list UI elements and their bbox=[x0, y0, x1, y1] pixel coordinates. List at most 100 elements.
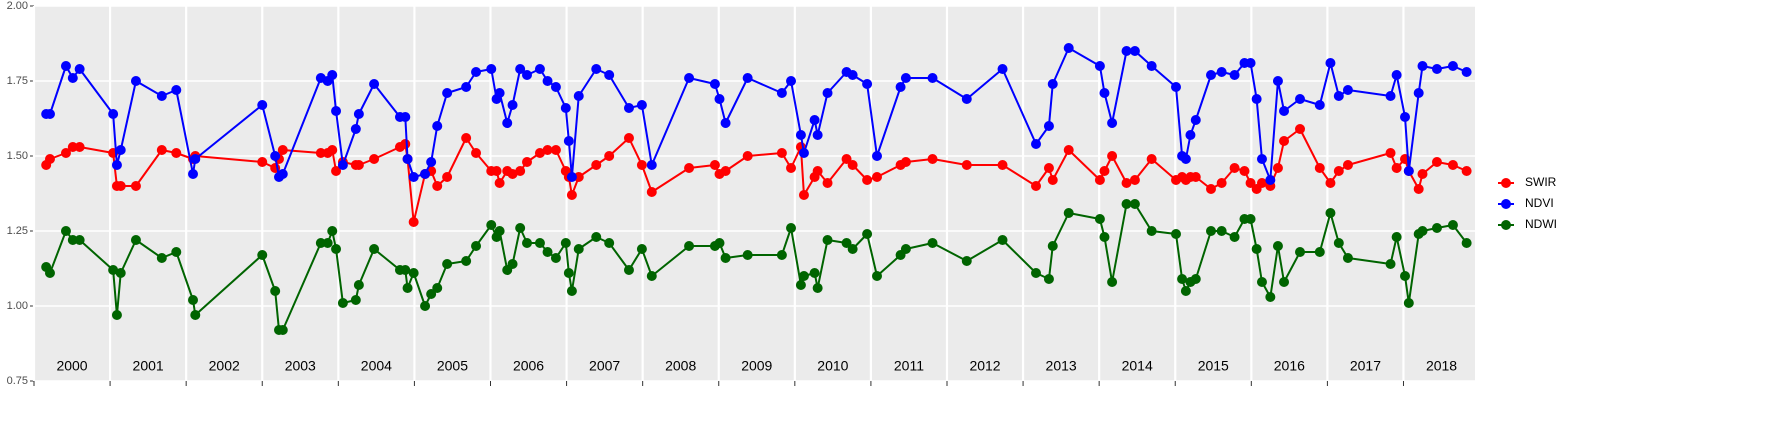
y-tick-label: 2.00 bbox=[7, 0, 28, 12]
x-tick-label: 2001 bbox=[133, 358, 164, 374]
data-point bbox=[1205, 184, 1216, 194]
data-point bbox=[1461, 238, 1472, 248]
x-tick-label: 2004 bbox=[361, 358, 392, 374]
data-point bbox=[44, 154, 55, 164]
data-point bbox=[442, 88, 453, 98]
legend-key-point bbox=[1501, 178, 1511, 188]
data-point bbox=[1216, 67, 1227, 77]
data-point bbox=[1256, 277, 1267, 287]
data-point bbox=[108, 109, 119, 119]
data-point bbox=[400, 139, 411, 149]
data-point bbox=[591, 232, 602, 242]
data-point bbox=[961, 94, 972, 104]
data-point bbox=[1325, 58, 1336, 68]
data-point bbox=[74, 235, 85, 245]
data-point bbox=[1043, 274, 1054, 284]
data-point bbox=[623, 133, 634, 143]
y-tick-label: 0.75 bbox=[7, 375, 28, 387]
data-point bbox=[111, 160, 122, 170]
data-point bbox=[1295, 124, 1306, 134]
data-point bbox=[156, 91, 167, 101]
x-tick-label: 2002 bbox=[209, 358, 240, 374]
data-point bbox=[1447, 220, 1458, 230]
data-point bbox=[442, 259, 453, 269]
data-point bbox=[115, 268, 126, 278]
data-point bbox=[1094, 175, 1105, 185]
data-point bbox=[1245, 214, 1256, 224]
data-point bbox=[927, 238, 938, 248]
data-point bbox=[1413, 184, 1424, 194]
data-point bbox=[494, 178, 505, 188]
data-point bbox=[720, 166, 731, 176]
data-point bbox=[1043, 121, 1054, 131]
data-point bbox=[1314, 163, 1325, 173]
data-point bbox=[573, 172, 584, 182]
data-point bbox=[862, 79, 873, 89]
data-point bbox=[623, 103, 634, 113]
data-point bbox=[67, 73, 78, 83]
data-point bbox=[115, 181, 126, 191]
data-point bbox=[847, 244, 858, 254]
data-point bbox=[270, 286, 281, 296]
data-point bbox=[550, 253, 561, 263]
data-point bbox=[1256, 154, 1267, 164]
data-point bbox=[1417, 169, 1428, 179]
data-point bbox=[1107, 151, 1118, 161]
data-point bbox=[1256, 178, 1267, 188]
data-point bbox=[402, 154, 413, 164]
data-point bbox=[1413, 88, 1424, 98]
data-point bbox=[776, 148, 787, 158]
data-point bbox=[502, 118, 513, 128]
x-tick-label: 2005 bbox=[437, 358, 468, 374]
data-point bbox=[1190, 115, 1201, 125]
data-point bbox=[1047, 79, 1058, 89]
data-point bbox=[353, 160, 364, 170]
data-point bbox=[1342, 253, 1353, 263]
y-tick-label: 1.25 bbox=[7, 225, 28, 237]
data-point bbox=[471, 67, 482, 77]
data-point bbox=[847, 160, 858, 170]
data-point bbox=[515, 64, 526, 74]
data-point bbox=[156, 253, 167, 263]
data-point bbox=[1461, 67, 1472, 77]
data-point bbox=[130, 181, 141, 191]
legend-label: SWIR bbox=[1525, 175, 1557, 189]
data-point bbox=[798, 190, 809, 200]
data-point bbox=[402, 283, 413, 293]
data-point bbox=[67, 235, 78, 245]
data-point bbox=[1295, 94, 1306, 104]
data-point bbox=[494, 88, 505, 98]
data-point bbox=[1385, 91, 1396, 101]
data-point bbox=[542, 76, 553, 86]
data-point bbox=[684, 73, 695, 83]
data-point bbox=[573, 91, 584, 101]
data-point bbox=[1107, 118, 1118, 128]
data-point bbox=[1400, 271, 1411, 281]
data-point bbox=[1385, 148, 1396, 158]
data-point bbox=[1170, 82, 1181, 92]
data-point bbox=[1447, 160, 1458, 170]
data-point bbox=[1403, 166, 1414, 176]
data-point bbox=[1229, 70, 1240, 80]
data-point bbox=[130, 76, 141, 86]
data-point bbox=[353, 280, 364, 290]
data-point bbox=[1205, 226, 1216, 236]
data-point bbox=[515, 223, 526, 233]
data-point bbox=[1279, 136, 1290, 146]
data-point bbox=[522, 157, 533, 167]
data-point bbox=[350, 124, 361, 134]
data-point bbox=[1031, 139, 1042, 149]
data-point bbox=[786, 163, 797, 173]
data-point bbox=[795, 130, 806, 140]
data-point bbox=[1431, 64, 1442, 74]
data-point bbox=[560, 103, 571, 113]
data-point bbox=[534, 148, 545, 158]
data-point bbox=[871, 271, 882, 281]
data-point bbox=[1461, 166, 1472, 176]
data-point bbox=[171, 148, 182, 158]
data-point bbox=[1431, 157, 1442, 167]
data-point bbox=[432, 181, 443, 191]
data-point bbox=[1245, 178, 1256, 188]
data-point bbox=[871, 172, 882, 182]
data-point bbox=[871, 151, 882, 161]
